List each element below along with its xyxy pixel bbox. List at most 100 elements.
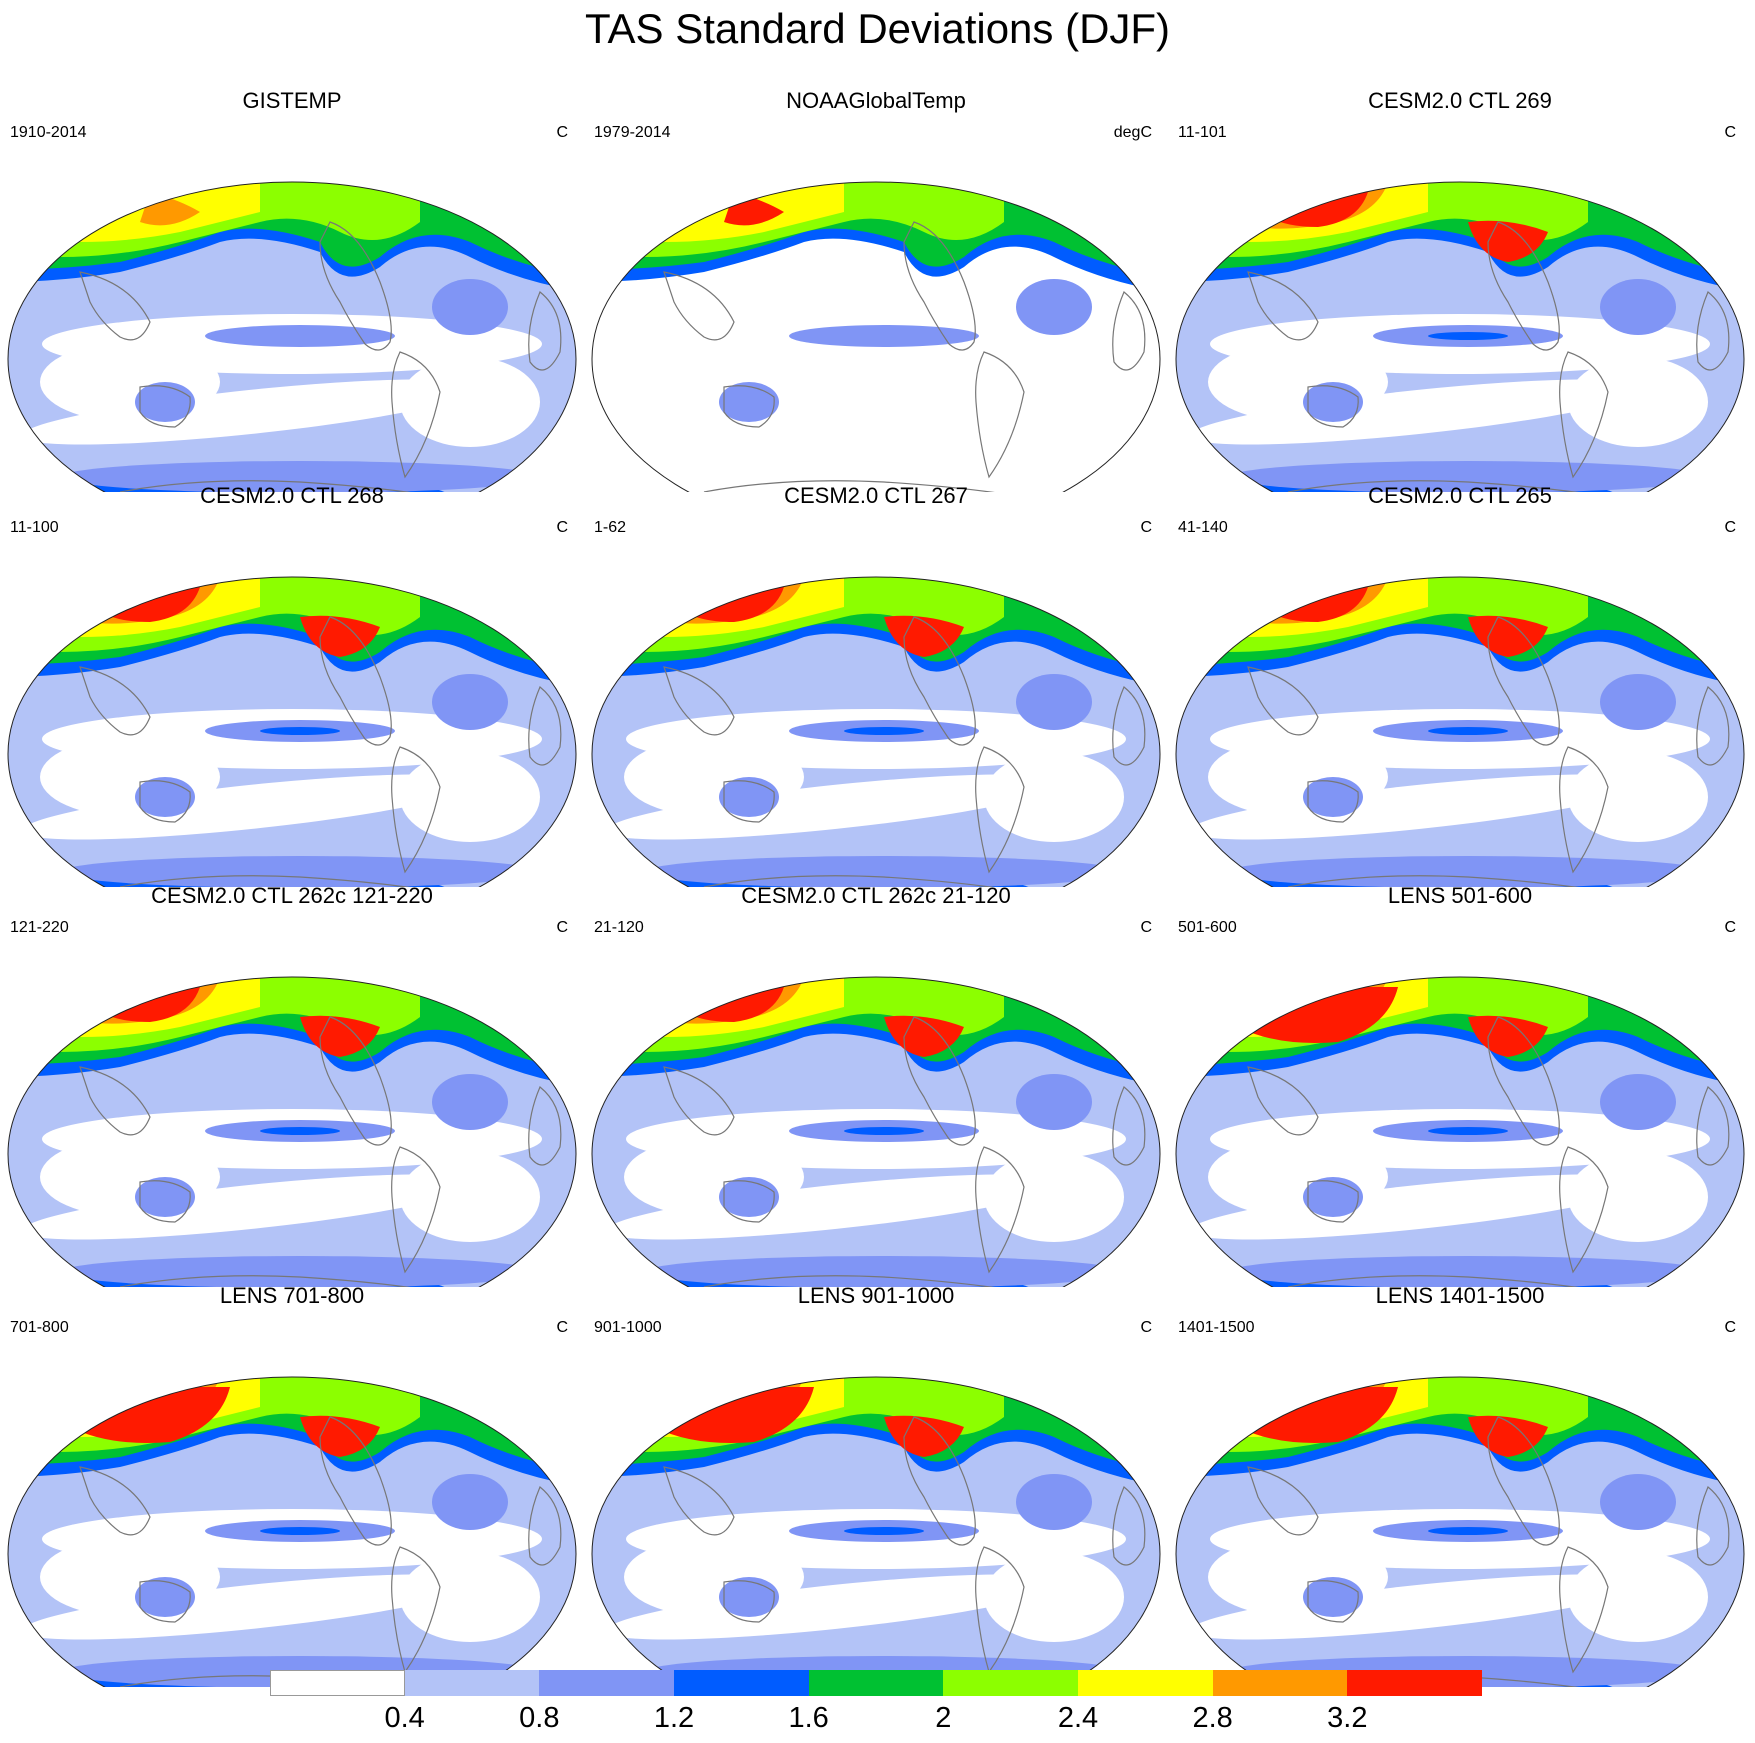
map-panel: CESM2.0 CTL 262c 121-220 121-220 C xyxy=(0,877,584,1287)
low-band-south xyxy=(605,1574,1063,1640)
africa-outline xyxy=(1112,291,1146,371)
map-panel: CESM2.0 CTL 267 1-62 C xyxy=(584,477,1168,887)
australia-field xyxy=(1303,777,1363,817)
australia-field xyxy=(719,1577,779,1617)
low-area-indian xyxy=(40,342,220,422)
low-area-atlantic xyxy=(984,357,1124,447)
asia-outline xyxy=(1247,1466,1319,1536)
low-area-atlantic xyxy=(984,1152,1124,1242)
atlantic-field xyxy=(1600,279,1676,335)
antarctica-outline xyxy=(119,1275,441,1287)
colorbar-tick-label: 1.6 xyxy=(788,1702,829,1734)
panel-title: LENS 901-1000 xyxy=(797,1283,955,1308)
map-panel: LENS 501-600 501-600 C xyxy=(1168,877,1752,1287)
australia-outline xyxy=(1307,385,1359,428)
low-band-south xyxy=(605,774,1063,840)
colorbar-tick-label: 2.4 xyxy=(1057,1702,1099,1734)
colorbar-tick-label: 3.2 xyxy=(1327,1702,1368,1734)
low-band-south xyxy=(21,379,479,445)
low-area-atlantic xyxy=(984,752,1124,842)
antarctica-outline xyxy=(1287,875,1609,887)
panel-title: CESM2.0 CTL 269 xyxy=(1368,88,1552,113)
panel-title: CESM2.0 CTL 267 xyxy=(784,483,968,508)
map-panel: NOAAGlobalTemp 1979-2014 degC xyxy=(584,82,1168,492)
panel-units: C xyxy=(1724,1319,1736,1336)
map-frame xyxy=(7,1376,577,1687)
north-america-outline xyxy=(319,221,392,351)
panel-units: C xyxy=(1140,519,1152,536)
australia-field xyxy=(135,777,195,817)
enso-band xyxy=(789,325,979,347)
south-america-outline xyxy=(1559,1146,1609,1274)
antarctic-medblue xyxy=(60,856,540,887)
africa-outline xyxy=(1696,291,1730,371)
panel-period: 901-1000 xyxy=(594,1319,662,1336)
low-area-indian xyxy=(1208,737,1388,817)
antarctic-medblue xyxy=(1228,856,1708,887)
antarctic-medblue xyxy=(60,1256,540,1287)
panel-units: C xyxy=(1724,919,1736,936)
enso-core xyxy=(260,1527,340,1535)
australia-outline xyxy=(1307,1180,1359,1223)
map-field xyxy=(591,576,1161,887)
antarctica-outline xyxy=(1287,1275,1609,1287)
low-area-indian xyxy=(624,1137,804,1217)
map-field xyxy=(591,976,1161,1287)
south-america-outline xyxy=(975,351,1025,479)
asia-outline xyxy=(79,1066,151,1136)
low-band-south xyxy=(1189,774,1647,840)
antarctic-medblue xyxy=(644,1256,1124,1287)
colorbar-tick-label: 2.8 xyxy=(1192,1702,1233,1734)
map-field xyxy=(7,976,577,1287)
antarctica-outline xyxy=(703,480,1025,492)
low-band-south xyxy=(1189,379,1647,445)
antarctica-outline xyxy=(703,1275,1025,1287)
panel-period: 701-800 xyxy=(10,1319,69,1336)
map-panel: CESM2.0 CTL 265 41-140 C xyxy=(1168,477,1752,887)
panel-period: 21-120 xyxy=(594,919,644,936)
africa-outline xyxy=(528,1086,562,1166)
panel-period: 1-62 xyxy=(594,519,627,536)
panel-units: C xyxy=(1140,919,1152,936)
enso-band xyxy=(205,325,395,347)
panel-units: C xyxy=(1724,519,1736,536)
panel-period: 121-220 xyxy=(10,919,69,936)
asia-outline xyxy=(1247,666,1319,736)
map-field xyxy=(7,181,577,492)
africa-outline xyxy=(1696,1086,1730,1166)
colorbar-tick-label: 0.8 xyxy=(519,1702,560,1734)
colorbar-swatch xyxy=(808,1670,944,1696)
panel-units: C xyxy=(556,519,568,536)
map-panel: GISTEMP 1910-2014 C xyxy=(0,82,584,492)
colorbar-swatch xyxy=(943,1670,1079,1696)
panel-title: NOAAGlobalTemp xyxy=(786,88,966,113)
panel-period: 501-600 xyxy=(1178,919,1237,936)
panel-title: CESM2.0 CTL 268 xyxy=(200,483,384,508)
panel-units: C xyxy=(1724,124,1736,141)
atlantic-field xyxy=(1600,1474,1676,1530)
africa-outline xyxy=(1112,1086,1146,1166)
map-panel: LENS 701-800 701-800 C xyxy=(0,1277,584,1687)
north-america-outline xyxy=(903,221,976,351)
colorbar-swatch xyxy=(1078,1670,1214,1696)
atlantic-field xyxy=(1016,674,1092,730)
australia-field xyxy=(1303,1177,1363,1217)
asia-outline xyxy=(79,271,151,341)
map-field xyxy=(1175,976,1745,1287)
map-field xyxy=(591,181,1161,492)
low-area-atlantic xyxy=(1568,357,1708,447)
panel-period: 1979-2014 xyxy=(594,124,671,141)
low-area-indian xyxy=(1208,1537,1388,1617)
asia-outline xyxy=(663,1466,735,1536)
africa-outline xyxy=(1112,1486,1146,1566)
map-frame xyxy=(591,576,1161,887)
south-america-outline xyxy=(975,746,1025,874)
map-frame xyxy=(7,576,577,887)
enso-core xyxy=(260,1127,340,1135)
low-area-atlantic xyxy=(984,1552,1124,1642)
colorbar-tick-label: 2 xyxy=(935,1702,952,1734)
enso-core xyxy=(1428,332,1508,340)
australia-outline xyxy=(139,1180,191,1223)
atlantic-field xyxy=(1600,1074,1676,1130)
low-area-indian xyxy=(624,737,804,817)
